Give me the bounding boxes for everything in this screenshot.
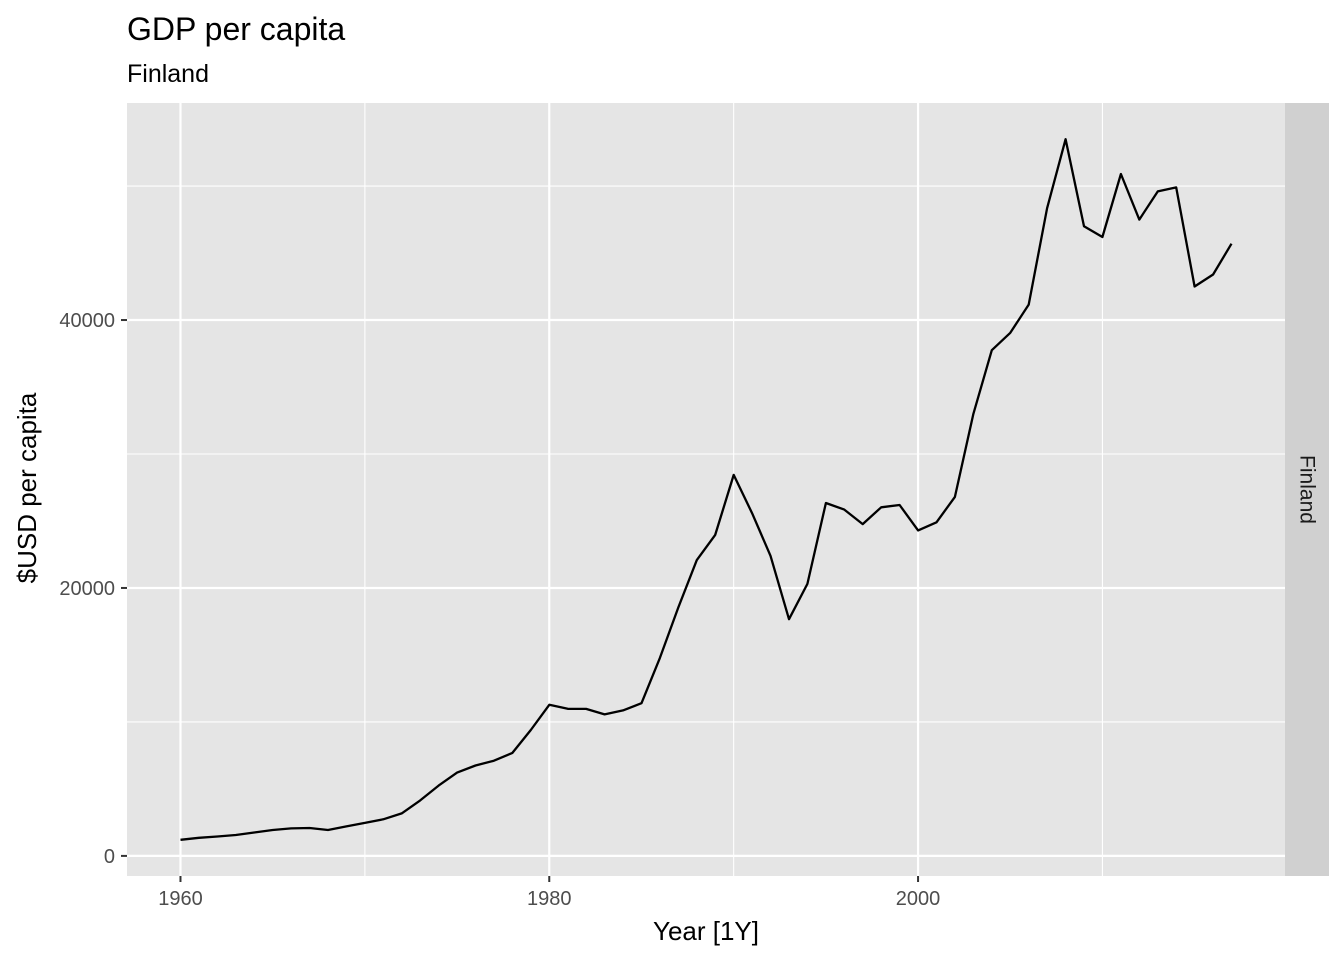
- x-axis-ticks: 1960 1980 2000: [158, 876, 940, 910]
- chart-title: GDP per capita: [127, 11, 345, 47]
- x-tick-label: 1980: [527, 888, 572, 910]
- x-tick-label: 2000: [896, 888, 941, 910]
- chart-subtitle: Finland: [127, 60, 209, 88]
- x-axis-title: Year [1Y]: [653, 916, 759, 946]
- y-axis-ticks: 0 20000 40000: [59, 310, 127, 868]
- series-line: [180, 138, 1233, 841]
- y-axis-title: $USD per capita: [12, 392, 42, 583]
- grid-major: [127, 103, 1285, 876]
- y-tick-label: 40000: [59, 310, 115, 332]
- grid-minor: [127, 103, 1285, 876]
- facet-strip: [1285, 103, 1329, 876]
- facet-strip-label: Finland: [1296, 455, 1319, 524]
- y-tick-label: 0: [104, 846, 115, 868]
- x-tick-label: 1960: [158, 888, 203, 910]
- plot-panel: [127, 103, 1285, 876]
- y-tick-label: 20000: [59, 578, 115, 600]
